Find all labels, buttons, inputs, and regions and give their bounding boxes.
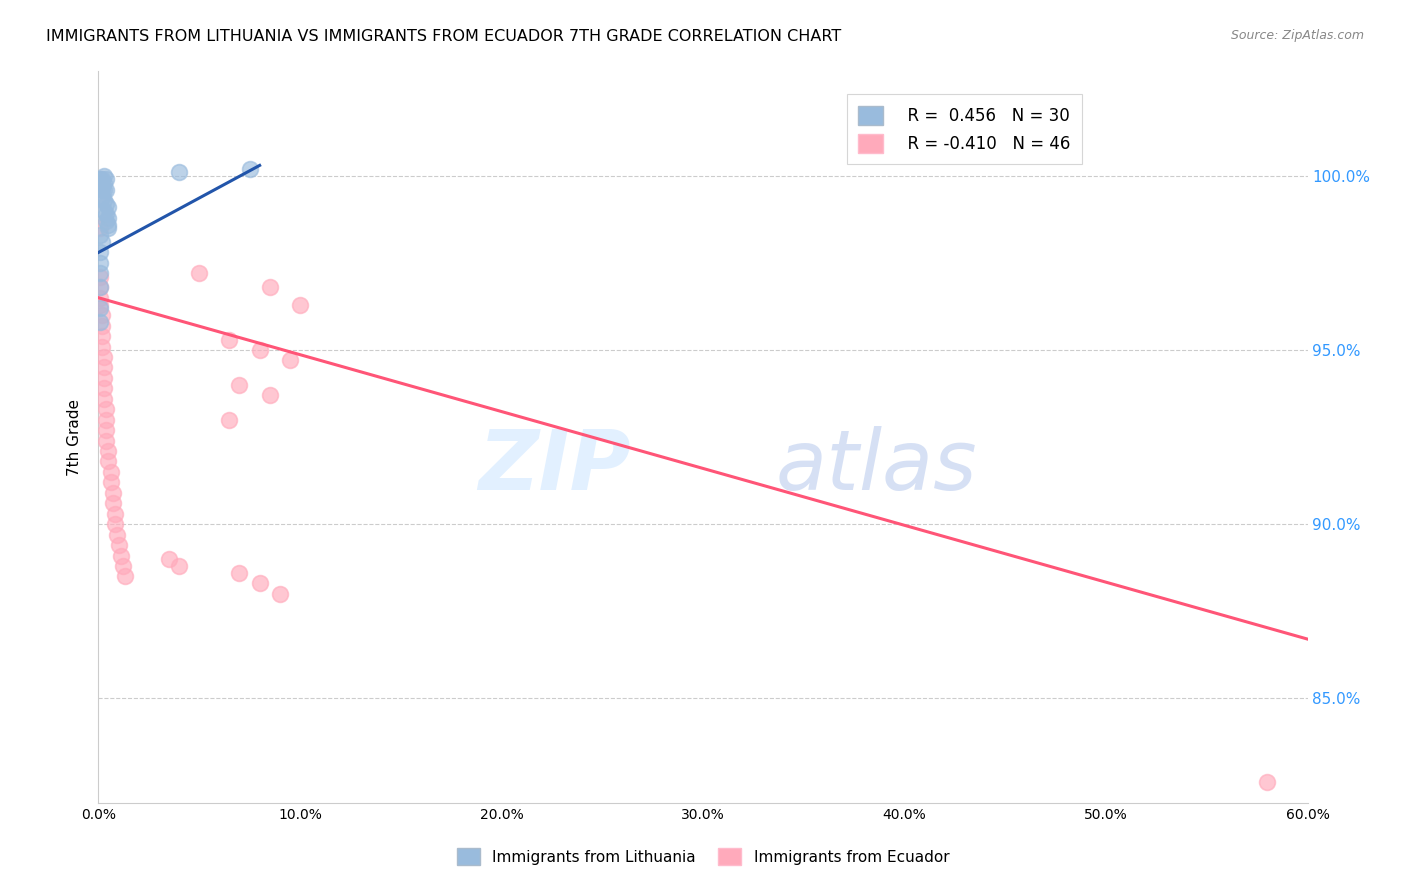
Point [91,308,114,322]
Point [91,339,114,353]
Point [91,318,114,333]
Point [93,193,115,207]
Point [93,360,115,375]
Point [269,587,291,601]
Point [167,165,190,179]
Point [89,256,111,270]
Point [93,392,115,406]
Point [89,280,111,294]
Point [93,381,115,395]
Point [228,566,250,580]
Point [259,280,281,294]
Point [93,176,115,190]
Point [101,485,124,500]
Point [228,377,250,392]
Point [96,412,118,426]
Point [249,343,271,357]
Point [89,291,111,305]
Text: Source: ZipAtlas.com: Source: ZipAtlas.com [1230,29,1364,42]
Point [97,218,120,232]
Point [91,190,114,204]
Point [96,183,118,197]
Point [96,196,118,211]
Text: ZIP: ZIP [478,425,630,507]
Point [96,402,118,417]
Point [105,527,128,541]
Point [91,172,114,186]
Point [91,235,114,249]
Point [89,298,111,312]
Text: IMMIGRANTS FROM LITHUANIA VS IMMIGRANTS FROM ECUADOR 7TH GRADE CORRELATION CHART: IMMIGRANTS FROM LITHUANIA VS IMMIGRANTS … [46,29,842,44]
Legend: Immigrants from Lithuania, Immigrants from Ecuador: Immigrants from Lithuania, Immigrants fr… [451,842,955,871]
Point [239,161,262,176]
Point [1256,775,1278,789]
Point [167,558,190,573]
Point [107,538,129,552]
Point [278,353,301,368]
Point [103,517,125,532]
Point [89,315,111,329]
Point [93,203,115,218]
Point [97,444,120,458]
Point [288,298,311,312]
Point [249,576,271,591]
Point [97,221,120,235]
Point [97,200,120,214]
Point [96,423,118,437]
Point [93,183,115,197]
Point [96,207,118,221]
Point [89,172,111,186]
Point [103,507,125,521]
Point [100,475,122,490]
Point [111,558,134,573]
Point [97,454,120,468]
Point [218,412,240,426]
Point [96,172,118,186]
Point [89,221,111,235]
Point [89,245,111,260]
Point [101,496,124,510]
Point [97,211,120,225]
Point [91,179,114,194]
Point [93,371,115,385]
Point [259,388,281,402]
Point [114,569,136,583]
Point [110,549,132,563]
Point [89,266,111,280]
Point [93,350,115,364]
Point [91,329,114,343]
Point [218,333,240,347]
Y-axis label: 7th Grade: 7th Grade [67,399,83,475]
Point [89,280,111,294]
Point [89,228,111,243]
Text: atlas: atlas [776,425,977,507]
Point [91,183,114,197]
Point [100,465,122,479]
Point [89,179,111,194]
Point [89,269,111,284]
Point [188,266,211,280]
Point [89,301,111,316]
Point [96,214,118,228]
Point [93,169,115,183]
Point [157,552,180,566]
Legend:   R =  0.456   N = 30,   R = -0.410   N = 46: R = 0.456 N = 30, R = -0.410 N = 46 [846,95,1081,164]
Point [96,434,118,448]
